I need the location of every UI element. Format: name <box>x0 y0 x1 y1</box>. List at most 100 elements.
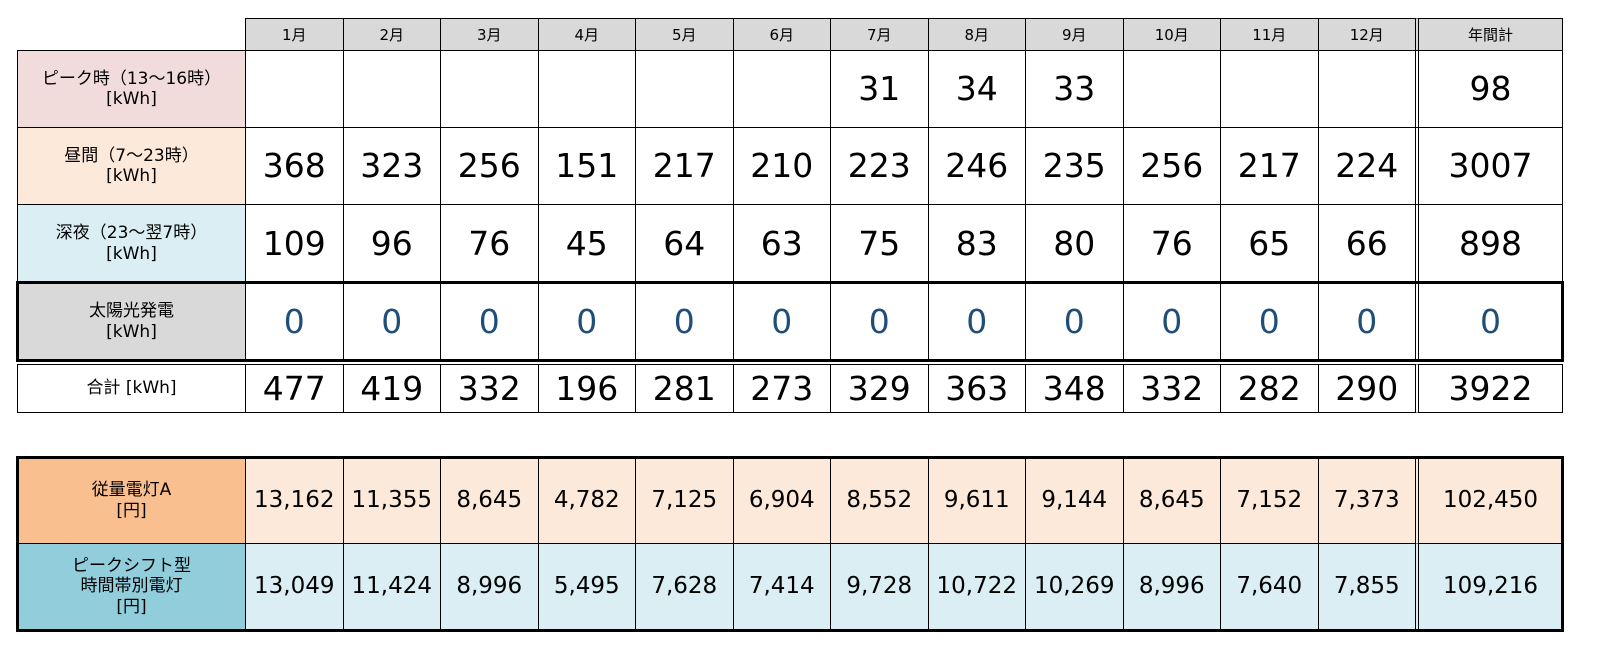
value-cell: 7,373 <box>1317 457 1416 544</box>
value-cell: 256 <box>440 127 539 205</box>
value-cell: 96 <box>342 204 441 283</box>
label-line: 時間帯別電灯 <box>80 576 183 597</box>
row-label: ピーク時（13～16時） [kWh] <box>17 50 246 128</box>
value: 0 <box>1356 301 1378 341</box>
value-cell: 210 <box>732 127 831 205</box>
label-line: 深夜（23～翌7時） <box>55 223 208 244</box>
label-line: 従量電灯A <box>91 480 172 501</box>
value: 63 <box>760 223 803 263</box>
value-cell: 0 <box>1317 282 1416 361</box>
annual-value: 98 <box>1469 69 1512 109</box>
value-cell: 323 <box>342 127 441 205</box>
annual-value: 3007 <box>1448 146 1533 186</box>
value-cell: 0 <box>732 282 831 361</box>
value-cell: 8,645 <box>440 457 539 544</box>
label-line: ピークシフト型 <box>72 555 191 576</box>
annual-value: 898 <box>1459 223 1522 263</box>
value-cell: 0 <box>537 282 636 361</box>
value: 246 <box>945 146 1009 186</box>
value: 223 <box>847 146 911 186</box>
value: 11,355 <box>351 486 432 513</box>
value: 96 <box>370 223 413 263</box>
annual-value: 102,450 <box>1442 486 1539 513</box>
value: 8,996 <box>1138 572 1205 599</box>
value: 76 <box>468 223 511 263</box>
value: 9,728 <box>846 572 913 599</box>
value: 10,269 <box>1034 572 1115 599</box>
value: 4,782 <box>553 486 620 513</box>
value-cell: 66 <box>1317 204 1416 283</box>
value: 368 <box>262 146 326 186</box>
value: 419 <box>360 368 424 408</box>
value-cell: 76 <box>440 204 539 283</box>
value-cell: 419 <box>342 364 441 413</box>
value: 109 <box>262 223 326 263</box>
value-cell: 11,355 <box>342 457 441 544</box>
value: 9,611 <box>943 486 1010 513</box>
row-label: 従量電灯A [円] <box>17 457 246 544</box>
month-header: 7月 <box>830 18 929 51</box>
value: 7,152 <box>1236 486 1303 513</box>
value: 332 <box>1140 368 1204 408</box>
value: 256 <box>457 146 521 186</box>
value-cell: 7,414 <box>732 543 831 630</box>
annual-value: 109,216 <box>1442 572 1539 599</box>
month-label: 4月 <box>574 25 600 44</box>
row-label: 合計 [kWh] <box>17 364 246 413</box>
value: 66 <box>1345 223 1388 263</box>
value: 0 <box>966 301 988 341</box>
month-header: 12月 <box>1317 18 1416 51</box>
annual-cell: 0 <box>1415 282 1563 361</box>
month-label: 7月 <box>866 25 892 44</box>
value-cell: 9,611 <box>927 457 1026 544</box>
value-cell: 0 <box>635 282 734 361</box>
value-cell: 7,855 <box>1317 543 1416 630</box>
month-label: 2月 <box>379 25 405 44</box>
value: 13,162 <box>254 486 335 513</box>
value: 273 <box>750 368 814 408</box>
value-cell: 8,996 <box>1122 543 1221 630</box>
value-cell <box>342 50 441 128</box>
value-cell: 33 <box>1025 50 1124 128</box>
value: 0 <box>478 301 500 341</box>
month-header: 11月 <box>1220 18 1319 51</box>
value-cell: 290 <box>1317 364 1416 413</box>
value-cell: 7,628 <box>635 543 734 630</box>
row-label: ピークシフト型 時間帯別電灯 [円] <box>17 543 246 630</box>
value-cell: 9,144 <box>1025 457 1124 544</box>
value-cell <box>537 50 636 128</box>
value: 281 <box>652 368 716 408</box>
month-header: 2月 <box>342 18 441 51</box>
value-cell <box>1220 50 1319 128</box>
value: 0 <box>576 301 598 341</box>
value: 7,125 <box>651 486 718 513</box>
value: 64 <box>663 223 706 263</box>
value: 8,645 <box>456 486 523 513</box>
row-label: 昼間（7～23時） [kWh] <box>17 127 246 205</box>
value: 5,495 <box>553 572 620 599</box>
annual-cell: 102,450 <box>1415 457 1563 544</box>
label-line: [kWh] <box>106 321 157 342</box>
value: 7,414 <box>748 572 815 599</box>
value: 31 <box>858 69 901 109</box>
value-cell: 13,049 <box>245 543 344 630</box>
value-cell: 246 <box>927 127 1026 205</box>
value: 8,645 <box>1138 486 1205 513</box>
value: 0 <box>283 301 305 341</box>
value: 323 <box>360 146 424 186</box>
month-header: 3月 <box>440 18 539 51</box>
value: 7,855 <box>1333 572 1400 599</box>
value-cell: 0 <box>1220 282 1319 361</box>
value-cell: 0 <box>440 282 539 361</box>
value-cell: 76 <box>1122 204 1221 283</box>
value-cell: 8,645 <box>1122 457 1221 544</box>
value: 332 <box>457 368 521 408</box>
annual-header: 年間計 <box>1415 18 1563 51</box>
label-line: [kWh] <box>106 166 157 186</box>
month-label: 1月 <box>281 25 307 44</box>
value-cell: 368 <box>245 127 344 205</box>
value-cell: 0 <box>245 282 344 361</box>
value-cell: 7,152 <box>1220 457 1319 544</box>
value-cell: 363 <box>927 364 1026 413</box>
value: 0 <box>673 301 695 341</box>
